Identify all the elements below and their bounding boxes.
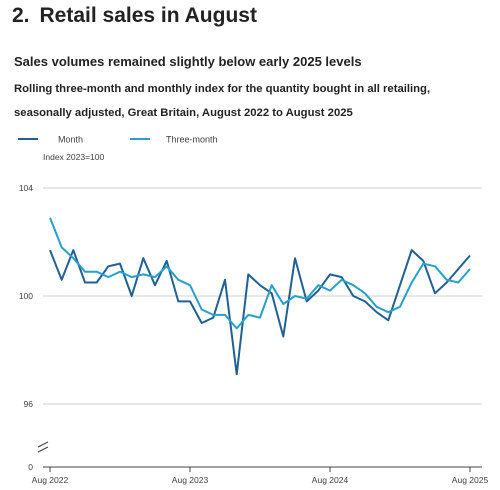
axis-break-mark — [37, 446, 49, 453]
series-lines — [49, 217, 471, 376]
x-tick-label: Aug 2022 — [32, 475, 69, 485]
series-line-three-month — [49, 217, 471, 330]
legend-month-label: Month — [58, 135, 83, 145]
legend: Month Three-month — [18, 135, 218, 145]
gridlines — [43, 187, 482, 405]
legend-three-month-label: Three-month — [166, 135, 218, 145]
section-number: 2. — [12, 4, 30, 27]
section-title-text: Retail sales in August — [39, 4, 257, 27]
y-tick-label: 0 — [28, 462, 33, 472]
y-tick-labels: 0 96 100 104 — [19, 183, 33, 472]
y-axis-label: Index 2023=100 — [43, 152, 104, 162]
x-tick-label: Aug 2024 — [312, 475, 349, 485]
x-tick-label: Aug 2023 — [172, 475, 209, 485]
y-tick-label: 96 — [24, 399, 34, 409]
y-tick-label: 104 — [19, 183, 33, 193]
axis-break-mark — [37, 441, 49, 448]
y-tick-label: 100 — [19, 291, 33, 301]
x-tick-label: Aug 2025 — [452, 475, 489, 485]
chart-subtitle: Rolling three-month and monthly index fo… — [14, 83, 431, 119]
series-line-month — [49, 249, 471, 376]
x-axis: Aug 2022 Aug 2023 Aug 2024 Aug 2025 — [32, 441, 489, 485]
section-title: 2. Retail sales in August — [12, 2, 257, 30]
chart-title: Sales volumes remained slightly below ea… — [14, 54, 362, 69]
